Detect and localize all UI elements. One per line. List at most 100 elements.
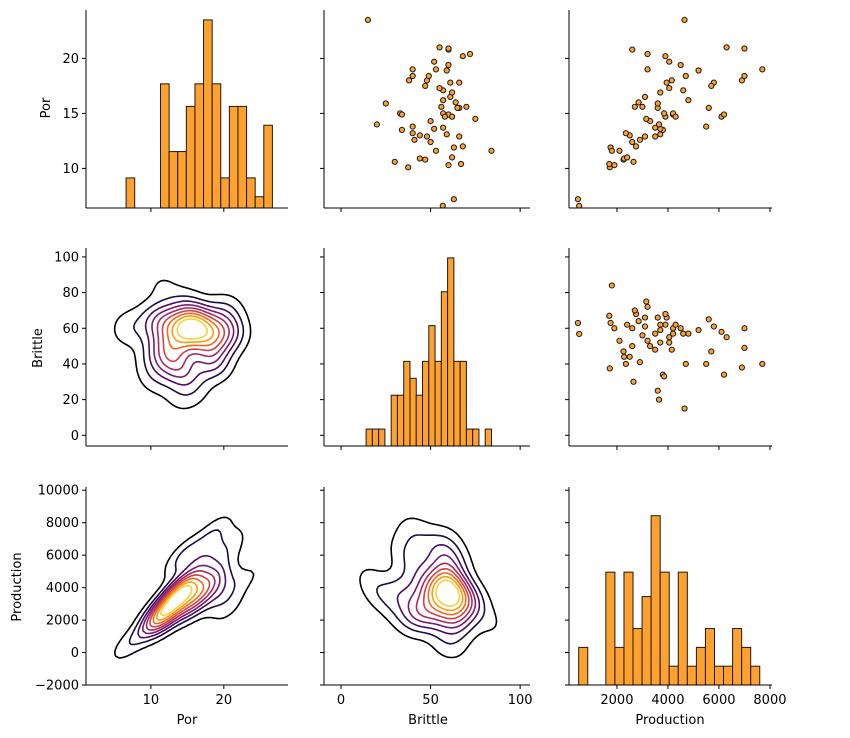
scatter-point — [432, 66, 440, 73]
scatter-point — [425, 72, 432, 80]
hist-bar — [723, 665, 734, 685]
scatter-point — [666, 339, 673, 346]
hist-bar — [668, 665, 679, 685]
scatter-point — [708, 82, 715, 90]
hist-bar — [472, 428, 480, 446]
scatter-point — [620, 348, 627, 355]
kde-contour-level-7 — [152, 577, 205, 625]
hist-bar — [396, 394, 405, 446]
y-tick-label: 80 — [62, 286, 79, 301]
scatter-point — [448, 154, 456, 161]
scatter-point — [450, 144, 457, 151]
hist-bar — [211, 83, 222, 208]
hist-bar — [409, 377, 417, 446]
hist-bar — [434, 360, 442, 446]
scatter-point — [720, 371, 728, 378]
scatter-point — [391, 158, 398, 165]
scatter-point — [666, 58, 673, 65]
scatter-point — [441, 113, 449, 120]
scatter-point — [427, 138, 434, 146]
hist-bar — [365, 428, 373, 446]
kde-contour-level-3 — [137, 554, 227, 639]
panel-por-vs-production — [565, 10, 772, 212]
scatter-point — [723, 334, 730, 341]
hist-bar — [263, 124, 273, 208]
scatter-point — [636, 359, 643, 366]
scatter-point — [759, 360, 766, 368]
scatter-point — [457, 160, 465, 168]
kde-contour-level-1 — [114, 516, 255, 659]
scatter-point — [416, 132, 423, 139]
hist-bar — [228, 105, 239, 208]
kde-contour-level-3 — [396, 544, 481, 635]
hist-bar — [695, 646, 706, 685]
hist-bar — [459, 360, 467, 446]
scatter-point — [364, 16, 371, 23]
scatter-point — [488, 147, 495, 154]
scatter-point — [631, 307, 638, 314]
scatter-point — [643, 115, 650, 123]
scatter-point — [685, 330, 692, 337]
kde-contour-level-6 — [149, 574, 211, 628]
hist-bar — [246, 177, 256, 208]
hist-bar — [185, 105, 196, 208]
scatter-point — [682, 360, 689, 368]
scatter-point — [576, 330, 583, 338]
hist-bar — [403, 360, 411, 446]
hist-bar — [378, 428, 386, 446]
scatter-point — [616, 147, 623, 154]
scatter-point — [662, 53, 669, 60]
scatter-point — [629, 325, 636, 332]
panel-por-vs-brittle — [320, 10, 530, 212]
scatter-point — [436, 44, 443, 51]
xlabel-production: Production — [635, 713, 704, 728]
scatter-point — [657, 321, 664, 328]
scatter-point — [668, 346, 675, 353]
scatter-point — [695, 326, 702, 334]
scatter-point — [411, 136, 418, 143]
x-tick-label: 6000 — [702, 693, 735, 708]
scatter-point — [657, 89, 664, 96]
hist-bar — [659, 571, 670, 685]
scatter-point — [654, 314, 661, 321]
scatter-point — [629, 46, 636, 53]
hist-bar — [677, 571, 688, 685]
scatter-point — [662, 310, 669, 318]
scatter-point — [669, 330, 677, 337]
kde-contour-level-6 — [161, 309, 226, 363]
y-tick-label: 0 — [71, 429, 79, 444]
scatter-point — [448, 89, 456, 96]
hist-bar — [686, 665, 697, 685]
x-tick-label: 4000 — [651, 693, 684, 708]
scatter-point — [741, 72, 748, 80]
hist-bar — [641, 596, 652, 685]
scatter-point — [373, 121, 380, 128]
scatter-point — [459, 143, 466, 150]
scatter-point — [611, 162, 618, 169]
scatter-point — [655, 396, 663, 403]
scatter-point — [629, 343, 636, 350]
scatter-point — [440, 97, 447, 104]
hist-bar — [203, 19, 213, 208]
hist-bar — [447, 257, 455, 446]
scatter-point — [682, 72, 689, 80]
scatter-point — [606, 160, 613, 168]
scatter-point — [574, 319, 582, 327]
scatter-point — [620, 353, 628, 360]
scatter-point — [611, 325, 618, 332]
scatter-point — [668, 77, 675, 84]
scatter-point — [454, 104, 461, 112]
kde-contour-level-9 — [176, 318, 209, 340]
scatter-point — [680, 330, 687, 337]
y-tick-label: 6000 — [46, 549, 79, 564]
scatter-point — [741, 325, 748, 332]
scatter-point — [632, 143, 640, 150]
y-tick-label: 4000 — [46, 581, 79, 596]
scatter-point — [641, 314, 649, 321]
scatter-point — [672, 321, 679, 328]
hist-bar — [168, 151, 179, 208]
panel-brittle-vs-por: 0 20 40 60 80 100 — [54, 248, 288, 450]
scatter-point — [606, 312, 613, 319]
scatter-point — [705, 316, 712, 323]
scatter-point — [445, 61, 452, 69]
